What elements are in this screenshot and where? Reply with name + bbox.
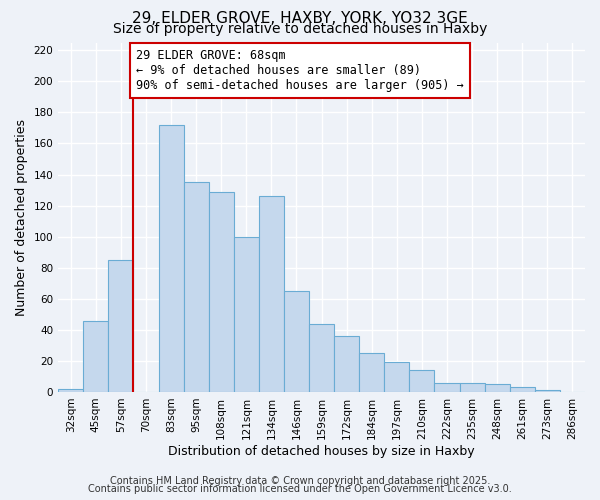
Bar	[309, 324, 334, 392]
Bar	[109, 260, 133, 392]
Bar	[234, 236, 259, 392]
Bar	[535, 390, 560, 392]
Bar	[58, 389, 83, 392]
Bar	[485, 384, 510, 392]
Bar	[209, 192, 234, 392]
Text: Contains public sector information licensed under the Open Government Licence v3: Contains public sector information licen…	[88, 484, 512, 494]
Bar	[460, 382, 485, 392]
Bar	[284, 291, 309, 392]
Bar	[385, 362, 409, 392]
Y-axis label: Number of detached properties: Number of detached properties	[15, 118, 28, 316]
Bar	[334, 336, 359, 392]
Bar	[409, 370, 434, 392]
Bar	[158, 125, 184, 392]
Text: 29 ELDER GROVE: 68sqm
← 9% of detached houses are smaller (89)
90% of semi-detac: 29 ELDER GROVE: 68sqm ← 9% of detached h…	[136, 48, 464, 92]
Bar	[259, 196, 284, 392]
Text: Size of property relative to detached houses in Haxby: Size of property relative to detached ho…	[113, 22, 487, 36]
X-axis label: Distribution of detached houses by size in Haxby: Distribution of detached houses by size …	[168, 444, 475, 458]
Bar	[510, 388, 535, 392]
Bar	[359, 353, 385, 392]
Text: Contains HM Land Registry data © Crown copyright and database right 2025.: Contains HM Land Registry data © Crown c…	[110, 476, 490, 486]
Bar	[434, 382, 460, 392]
Bar	[83, 320, 109, 392]
Text: 29, ELDER GROVE, HAXBY, YORK, YO32 3GE: 29, ELDER GROVE, HAXBY, YORK, YO32 3GE	[132, 11, 468, 26]
Bar	[184, 182, 209, 392]
